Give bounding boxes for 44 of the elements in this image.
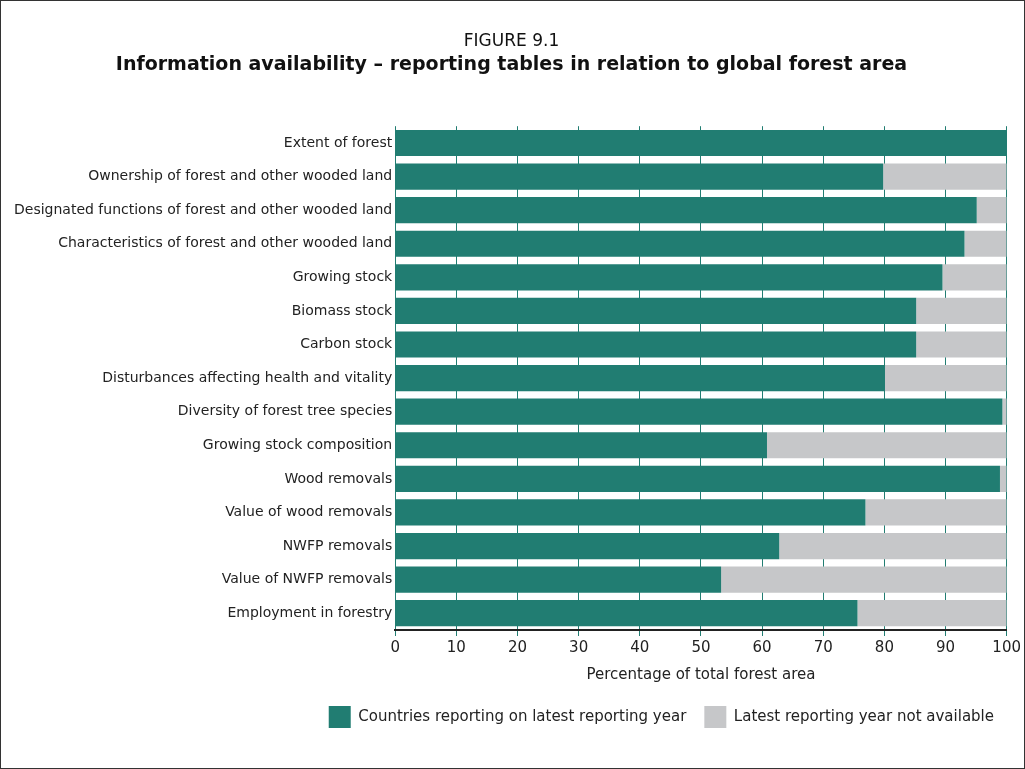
bar — [964, 230, 1007, 257]
bar — [766, 432, 1007, 459]
y-tick-label: Characteristics of forest and other wooded land — [58, 234, 393, 251]
bar — [1002, 398, 1007, 425]
bar — [885, 365, 1007, 392]
x-tick-label: 0 — [390, 637, 400, 656]
bar — [883, 163, 1007, 190]
y-tick-label: Disturbances affecting health and vitality — [102, 368, 393, 385]
x-tick-label: 40 — [630, 637, 650, 656]
x-tick-label: 100 — [992, 637, 1022, 656]
x-tick-label: 70 — [813, 637, 833, 656]
y-tick-label: Growing stock composition — [202, 435, 393, 452]
y-tick-label: Employment in forestry — [227, 603, 393, 620]
x-tick-label: 80 — [874, 637, 894, 656]
y-tick-label: Wood removals — [284, 469, 393, 486]
y-tick-label: Value of NWFP removals — [221, 570, 393, 587]
x-tick-label: 20 — [507, 637, 528, 656]
x-tick-label: 10 — [446, 637, 466, 656]
x-tick-label: 60 — [752, 637, 772, 656]
y-tick-label: NWFP removals — [282, 536, 393, 553]
bar — [857, 600, 1007, 627]
bar — [916, 331, 1007, 358]
x-axis-title: Percentage of total forest area — [586, 664, 816, 683]
bar — [942, 264, 1007, 291]
y-tick-label: Diversity of forest tree species — [177, 402, 393, 419]
y-tick-label: Designated functions of forest and other wooded land — [13, 200, 393, 217]
x-tick-label: 90 — [935, 637, 956, 656]
bar — [865, 499, 1007, 526]
y-tick-label: Growing stock — [292, 267, 394, 284]
y-tick-label: Biomass stock — [291, 301, 394, 318]
y-tick-label: Ownership of forest and other wooded land — [88, 167, 393, 184]
chart-title: FIGURE 9.1 — [463, 29, 560, 50]
chart-subtitle: Information availability – reporting tables in relation to global forest area — [115, 51, 908, 74]
bar — [916, 297, 1007, 325]
bar — [779, 532, 1007, 560]
y-tick-label: Extent of forest — [283, 133, 393, 150]
bar — [976, 197, 1007, 224]
x-tick-label: 50 — [691, 637, 711, 656]
legend-label: Latest reporting year not available — [733, 706, 994, 725]
legend-label: Countries reporting on latest reporting year — [358, 706, 688, 725]
y-tick-label: Carbon stock — [300, 335, 394, 352]
y-tick-label: Value of wood removals — [225, 503, 393, 520]
bar — [721, 566, 1007, 593]
x-tick-label: 30 — [569, 637, 589, 656]
